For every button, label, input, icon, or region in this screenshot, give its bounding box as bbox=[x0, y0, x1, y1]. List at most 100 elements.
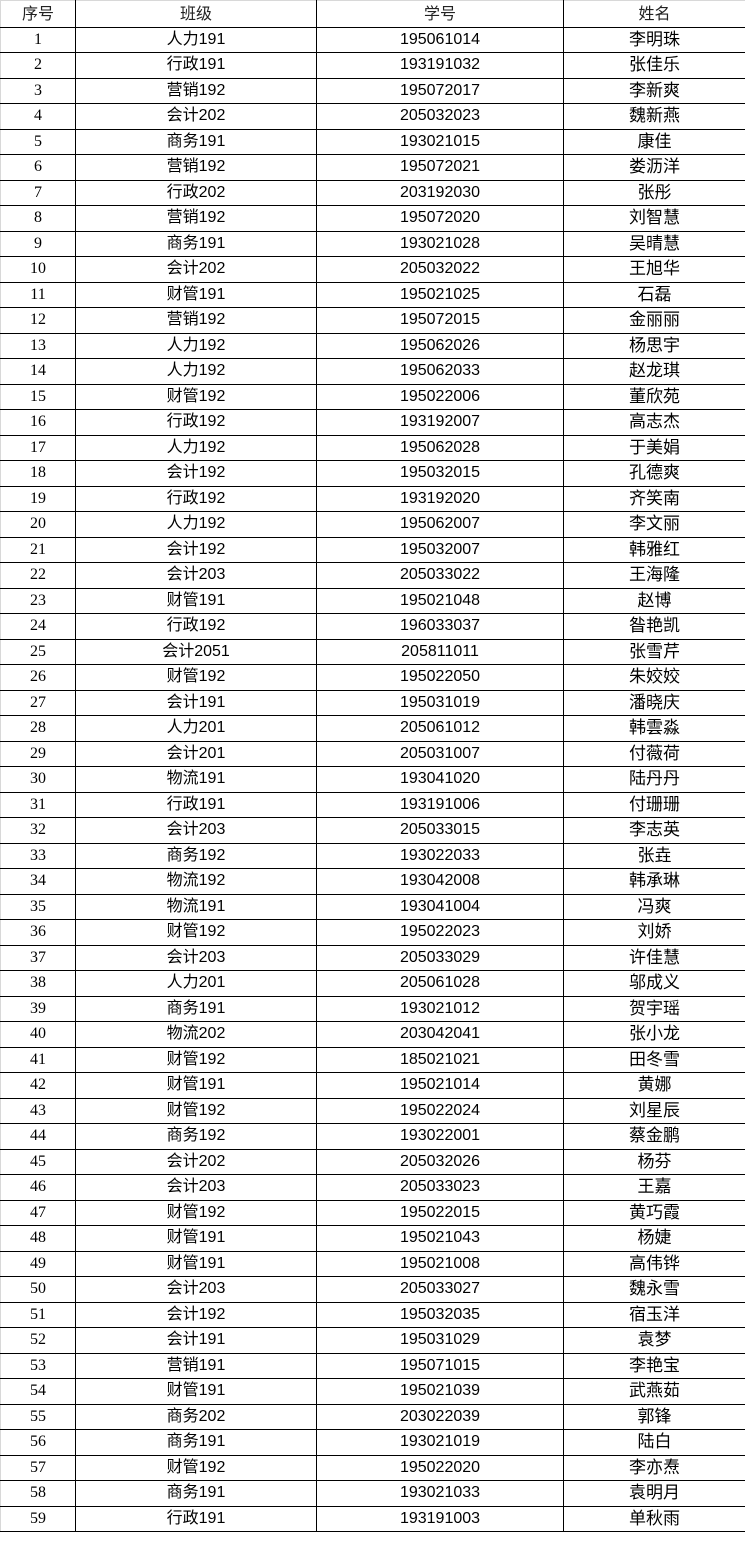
table-row: 7 行政202 203192030 张彤 bbox=[0, 179, 745, 206]
cell-name: 刘智慧 bbox=[563, 205, 745, 232]
cell-student-id: 205033029 bbox=[316, 944, 564, 971]
cell-serial-no: 26 bbox=[0, 664, 76, 691]
cell-name: 付珊珊 bbox=[563, 791, 745, 818]
cell-student-id: 205061028 bbox=[316, 970, 564, 997]
cell-name: 朱姣姣 bbox=[563, 664, 745, 691]
cell-class: 人力192 bbox=[75, 332, 317, 359]
cell-student-id: 195022020 bbox=[316, 1454, 564, 1481]
cell-serial-no: 39 bbox=[0, 995, 76, 1022]
cell-class: 人力201 bbox=[75, 970, 317, 997]
cell-student-id: 195032007 bbox=[316, 536, 564, 563]
cell-class: 会计203 bbox=[75, 1276, 317, 1303]
cell-class: 营销192 bbox=[75, 77, 317, 104]
cell-serial-no: 29 bbox=[0, 740, 76, 767]
table-row: 24 行政192 196033037 昝艳凯 bbox=[0, 613, 745, 640]
cell-serial-no: 18 bbox=[0, 460, 76, 487]
table-row: 56 商务191 193021019 陆白 bbox=[0, 1429, 745, 1456]
header-name: 姓名 bbox=[563, 0, 745, 28]
table-row: 47 财管192 195022015 黄巧霞 bbox=[0, 1199, 745, 1226]
cell-name: 刘星辰 bbox=[563, 1097, 745, 1124]
cell-class: 人力191 bbox=[75, 26, 317, 53]
cell-student-id: 195021014 bbox=[316, 1072, 564, 1099]
cell-class: 财管192 bbox=[75, 1046, 317, 1073]
cell-class: 财管191 bbox=[75, 1250, 317, 1277]
cell-name: 张佳乐 bbox=[563, 52, 745, 79]
table-row: 51 会计192 195032035 宿玉洋 bbox=[0, 1301, 745, 1328]
table-row: 16 行政192 193192007 高志杰 bbox=[0, 409, 745, 436]
cell-student-id: 195062033 bbox=[316, 358, 564, 385]
cell-name: 张垚 bbox=[563, 842, 745, 869]
cell-class: 人力192 bbox=[75, 434, 317, 461]
cell-name: 石磊 bbox=[563, 281, 745, 308]
cell-serial-no: 34 bbox=[0, 868, 76, 895]
cell-student-id: 193021019 bbox=[316, 1429, 564, 1456]
cell-student-id: 193042008 bbox=[316, 868, 564, 895]
cell-class: 商务191 bbox=[75, 128, 317, 155]
cell-serial-no: 48 bbox=[0, 1225, 76, 1252]
cell-class: 营销192 bbox=[75, 154, 317, 181]
table-row: 11 财管191 195021025 石磊 bbox=[0, 281, 745, 308]
cell-student-id: 193041020 bbox=[316, 766, 564, 793]
cell-class: 人力192 bbox=[75, 358, 317, 385]
cell-serial-no: 5 bbox=[0, 128, 76, 155]
cell-class: 财管192 bbox=[75, 1454, 317, 1481]
cell-class: 财管192 bbox=[75, 1199, 317, 1226]
cell-name: 潘晓庆 bbox=[563, 689, 745, 716]
cell-class: 财管192 bbox=[75, 383, 317, 410]
cell-serial-no: 6 bbox=[0, 154, 76, 181]
cell-name: 陆白 bbox=[563, 1429, 745, 1456]
cell-serial-no: 28 bbox=[0, 715, 76, 742]
cell-name: 李文丽 bbox=[563, 511, 745, 538]
cell-serial-no: 42 bbox=[0, 1072, 76, 1099]
cell-class: 行政192 bbox=[75, 613, 317, 640]
cell-serial-no: 20 bbox=[0, 511, 76, 538]
cell-student-id: 195062026 bbox=[316, 332, 564, 359]
cell-name: 蔡金鹏 bbox=[563, 1123, 745, 1150]
table-row: 25 会计2051 205811011 张雪芹 bbox=[0, 638, 745, 665]
cell-name: 韩雅红 bbox=[563, 536, 745, 563]
cell-class: 财管191 bbox=[75, 1378, 317, 1405]
cell-serial-no: 38 bbox=[0, 970, 76, 997]
cell-student-id: 195021043 bbox=[316, 1225, 564, 1252]
cell-name: 高伟铧 bbox=[563, 1250, 745, 1277]
cell-student-id: 195072015 bbox=[316, 307, 564, 334]
cell-class: 会计192 bbox=[75, 536, 317, 563]
table-row: 19 行政192 193192020 齐笑南 bbox=[0, 485, 745, 512]
table-row: 43 财管192 195022024 刘星辰 bbox=[0, 1097, 745, 1124]
cell-serial-no: 57 bbox=[0, 1454, 76, 1481]
cell-student-id: 195021025 bbox=[316, 281, 564, 308]
cell-class: 行政202 bbox=[75, 179, 317, 206]
cell-serial-no: 16 bbox=[0, 409, 76, 436]
cell-student-id: 193021015 bbox=[316, 128, 564, 155]
table-row: 9 商务191 193021028 吴晴慧 bbox=[0, 230, 745, 257]
cell-student-id: 203192030 bbox=[316, 179, 564, 206]
table-row: 40 物流202 203042041 张小龙 bbox=[0, 1021, 745, 1048]
cell-class: 财管192 bbox=[75, 664, 317, 691]
cell-student-id: 205033027 bbox=[316, 1276, 564, 1303]
cell-class: 商务191 bbox=[75, 1480, 317, 1507]
cell-serial-no: 7 bbox=[0, 179, 76, 206]
cell-class: 会计191 bbox=[75, 1327, 317, 1354]
cell-serial-no: 30 bbox=[0, 766, 76, 793]
header-class: 班级 bbox=[75, 0, 317, 28]
cell-serial-no: 9 bbox=[0, 230, 76, 257]
cell-student-id: 205033015 bbox=[316, 817, 564, 844]
cell-class: 行政192 bbox=[75, 485, 317, 512]
cell-serial-no: 27 bbox=[0, 689, 76, 716]
cell-name: 孔德爽 bbox=[563, 460, 745, 487]
cell-serial-no: 55 bbox=[0, 1403, 76, 1430]
cell-class: 人力201 bbox=[75, 715, 317, 742]
table-row: 53 营销191 195071015 李艳宝 bbox=[0, 1352, 745, 1379]
cell-student-id: 195022050 bbox=[316, 664, 564, 691]
cell-serial-no: 47 bbox=[0, 1199, 76, 1226]
cell-name: 张小龙 bbox=[563, 1021, 745, 1048]
table-row: 57 财管192 195022020 李亦焘 bbox=[0, 1454, 745, 1481]
cell-name: 陆丹丹 bbox=[563, 766, 745, 793]
cell-name: 魏永雪 bbox=[563, 1276, 745, 1303]
cell-serial-no: 31 bbox=[0, 791, 76, 818]
cell-name: 杨芬 bbox=[563, 1148, 745, 1175]
cell-serial-no: 44 bbox=[0, 1123, 76, 1150]
cell-class: 商务192 bbox=[75, 842, 317, 869]
cell-name: 王旭华 bbox=[563, 256, 745, 283]
table-row: 23 财管191 195021048 赵博 bbox=[0, 587, 745, 614]
